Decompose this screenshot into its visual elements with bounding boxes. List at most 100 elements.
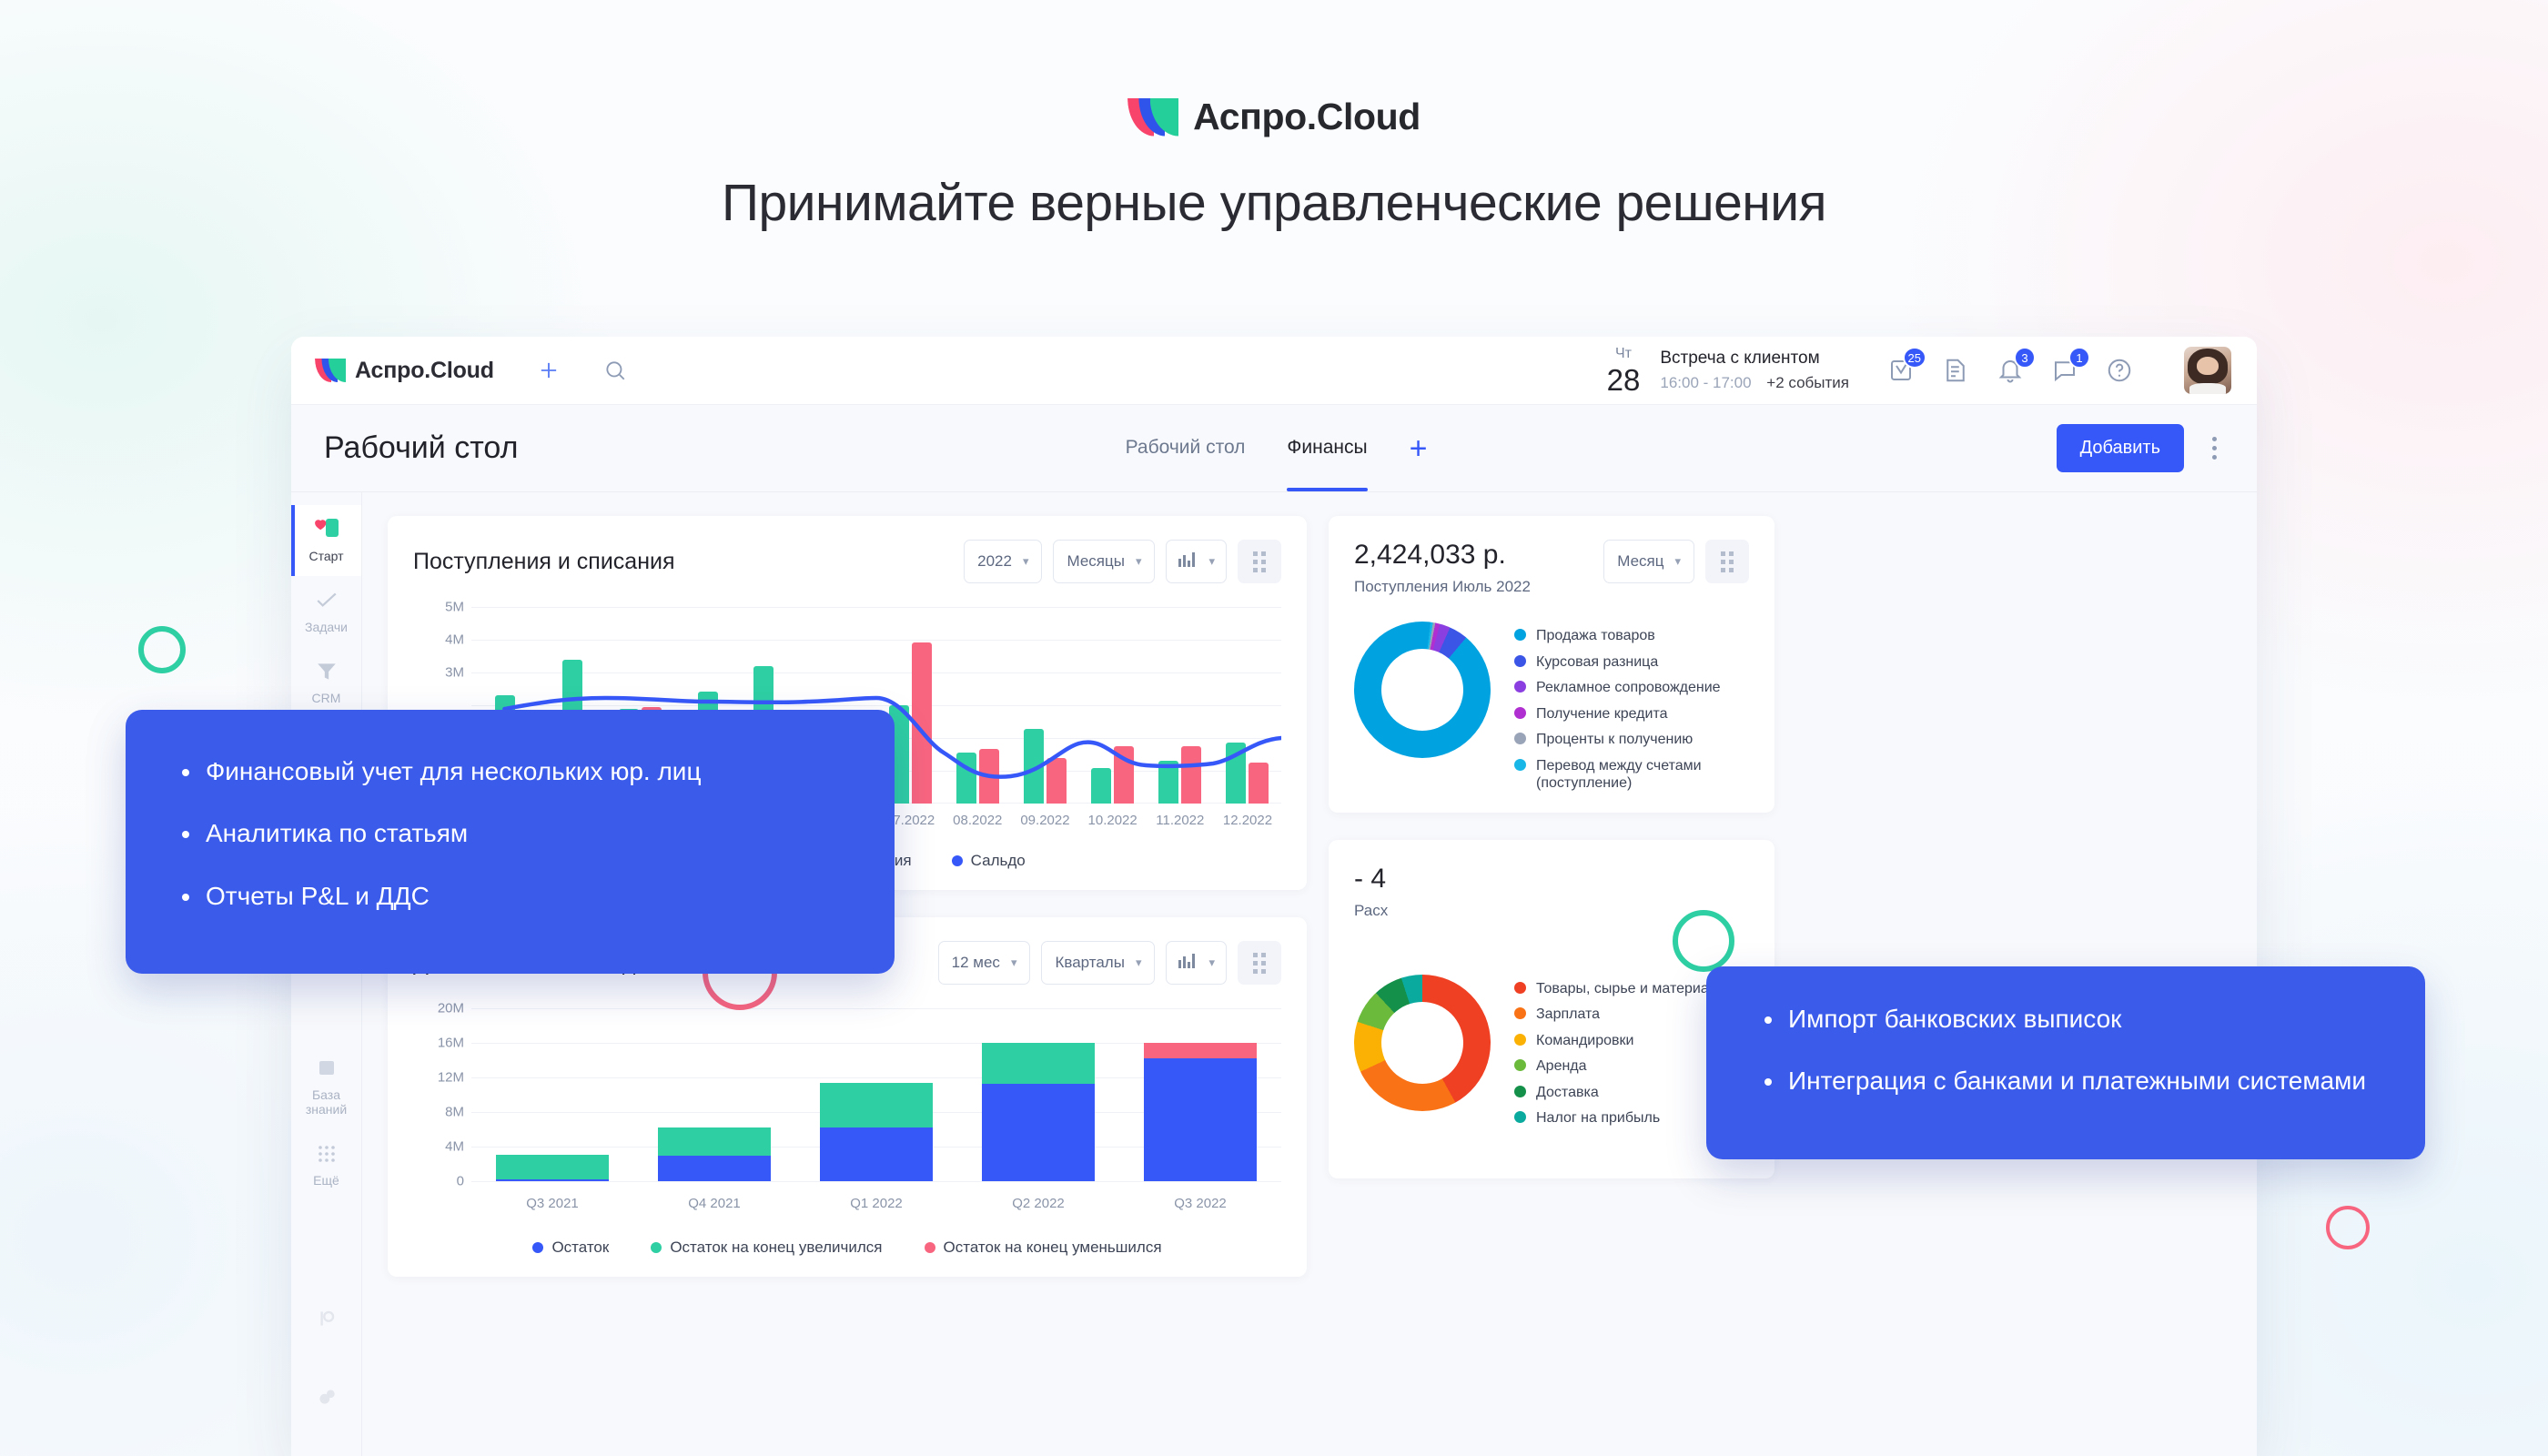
chart-type-select[interactable]: ▾ (1166, 941, 1227, 985)
legend-item: Рекламное сопровождение (1514, 679, 1749, 697)
card-expense-breakdown: - 4 Расх Товары, сырье и материалы Зарпл… (1329, 839, 1774, 1178)
sidebar-item-more[interactable]: Ещё (291, 1129, 361, 1200)
year-select[interactable]: 2022 ▾ (964, 540, 1043, 583)
callout-finance-features: Финансовый учет для нескольких юр. лиц А… (126, 710, 895, 974)
legend-item: Получение кредита (1514, 705, 1749, 723)
period-select[interactable]: Месяцы ▾ (1053, 540, 1156, 583)
chat-icon[interactable]: 1 (2049, 347, 2090, 386)
period-select-value: Месяцы (1067, 552, 1125, 570)
legend-label: Курсовая разница (1536, 653, 1659, 670)
sidebar-item-settings[interactable] (291, 1372, 361, 1429)
book-icon (293, 1055, 359, 1082)
legend-label: Перевод между счетами (поступление) (1536, 757, 1702, 792)
legend-label: Получение кредита (1536, 705, 1668, 722)
legend-item: Товары, сырье и материалы (1514, 980, 1728, 998)
legend-label: Зарплата (1536, 1006, 1601, 1023)
bar-group (1011, 607, 1078, 804)
legend-item: Продажа товаров (1514, 627, 1749, 645)
callout-item: Импорт банковских выписок (1757, 1003, 2374, 1036)
drag-handle-icon[interactable] (1238, 941, 1281, 985)
event-time: 16:00 - 17:00 (1660, 374, 1752, 391)
chevron-down-icon: ▾ (1674, 554, 1681, 568)
sidebar-item-label: База знаний (305, 1087, 348, 1117)
sidebar-item-crm[interactable]: CRM (291, 647, 361, 718)
period-select[interactable]: Месяц ▾ (1603, 540, 1694, 583)
chevron-down-icon: ▾ (1010, 956, 1017, 969)
legend-label: Налог на прибыль (1536, 1110, 1661, 1127)
legend-label: Остаток на конец увеличился (670, 1239, 883, 1256)
date-weekday: Чт (1615, 345, 1632, 361)
card-controls: Месяц ▾ (1603, 540, 1749, 583)
grid-icon (293, 1140, 359, 1168)
decor-ring-pink (2326, 1206, 2370, 1249)
legend-label: Сальдо (970, 852, 1026, 869)
card-controls: 2022 ▾ Месяцы ▾ (964, 540, 1281, 583)
chart-legend: Остаток Остаток на конец увеличился Оста… (413, 1239, 1281, 1257)
chart-balance-dynamics: 20M 16M 12M 8M 4M 0 (413, 1001, 1281, 1189)
drag-handle-icon[interactable] (1705, 540, 1749, 583)
bar-group (795, 1008, 957, 1181)
legend-label: Продажа товаров (1536, 628, 1655, 643)
chart-type-select[interactable]: ▾ (1166, 540, 1227, 583)
legend-item: Налог на прибыль (1514, 1109, 1728, 1127)
decor-ring-teal (138, 626, 186, 673)
sidebar-item-label: Задачи (304, 620, 348, 635)
notes-icon[interactable] (1940, 355, 1971, 386)
tab-rabochiy-stol[interactable]: Рабочий стол (1125, 436, 1246, 458)
tasks-icon[interactable]: 25 (1886, 347, 1926, 386)
chevron-down-icon: ▾ (1208, 554, 1215, 568)
next-event[interactable]: Встреча с клиентом 16:00 - 17:00 +2 собы… (1660, 349, 1849, 392)
search-icon[interactable] (603, 359, 627, 382)
chat-badge: 1 (2068, 347, 2090, 369)
bell-icon[interactable]: 3 (1995, 347, 2036, 386)
bar-group (1147, 607, 1214, 804)
bar-group (1119, 1008, 1281, 1181)
add-button[interactable]: Добавить (2056, 424, 2184, 472)
avatar[interactable] (2184, 347, 2231, 394)
donut-chart-expense (1354, 974, 1491, 1111)
plus-icon[interactable] (536, 358, 561, 383)
chevron-down-icon: ▾ (1208, 956, 1215, 969)
settings-icon (293, 1383, 359, 1410)
callout-item: Отчеты P&L и ДДС (175, 880, 845, 913)
callout-item: Аналитика по статьям (175, 817, 845, 850)
calendar-date: Чт 28 (1607, 345, 1641, 395)
legend-item: Остаток на конец увеличился (651, 1239, 883, 1257)
dashboard-tabs: Рабочий стол Финансы + (1125, 405, 1428, 491)
app-logo-text: Аспро.Cloud (355, 357, 494, 383)
legend-label: Остаток (551, 1239, 610, 1256)
kpi-amount: 2,424,033 р. (1354, 540, 1506, 570)
app-topbar: Аспро.Cloud Чт 28 Встреча с клиентом 16:… (291, 337, 2257, 405)
sidebar-item-partner[interactable] (291, 1294, 361, 1350)
legend-label: Проценты к получению (1536, 732, 1694, 748)
legend-item: Остаток (532, 1239, 609, 1257)
more-options-icon[interactable] (2199, 433, 2230, 464)
range-select[interactable]: 12 мес ▾ (937, 941, 1031, 985)
add-tab-icon[interactable]: + (1409, 430, 1428, 466)
help-icon[interactable] (2104, 355, 2135, 386)
donut-chart-income (1354, 622, 1491, 758)
callout-item: Интеграция с банками и платежными систем… (1757, 1065, 2374, 1097)
tab-finansy[interactable]: Финансы (1287, 405, 1368, 491)
tasks-icon (293, 587, 359, 614)
bell-badge: 3 (2014, 347, 2036, 369)
period-select[interactable]: Кварталы ▾ (1041, 941, 1156, 985)
donut-legend-expense: Товары, сырье и материалы Зарплата Коман… (1514, 975, 1728, 1127)
legend-item: Сальдо (951, 852, 1026, 870)
year-select-value: 2022 (977, 552, 1012, 570)
hero-brand: Аспро.Cloud (0, 96, 2548, 138)
legend-label: Товары, сырье и материалы (1536, 980, 1728, 996)
sidebar-item-tasks[interactable]: Задачи (291, 576, 361, 647)
sidebar-item-knowledge-base[interactable]: База знаний (291, 1044, 361, 1129)
partner-icon (293, 1305, 359, 1332)
drag-handle-icon[interactable] (1238, 540, 1281, 583)
card-income-breakdown: 2,424,033 р. Поступления Июль 2022 Месяц… (1329, 516, 1774, 813)
legend-item: Аренда (1514, 1057, 1728, 1076)
card-controls: 12 мес ▾ Кварталы ▾ (937, 941, 1281, 985)
page-headline: Принимайте верные управленческие решения (722, 174, 1827, 232)
event-extra-count: +2 события (1766, 374, 1849, 391)
right-column: 2,424,033 р. Поступления Июль 2022 Месяц… (1329, 516, 1774, 1178)
sidebar-item-start[interactable]: Старт (291, 505, 361, 577)
topbar-actions: 25 3 1 (1886, 347, 2231, 394)
period-select-value: Кварталы (1055, 954, 1125, 971)
